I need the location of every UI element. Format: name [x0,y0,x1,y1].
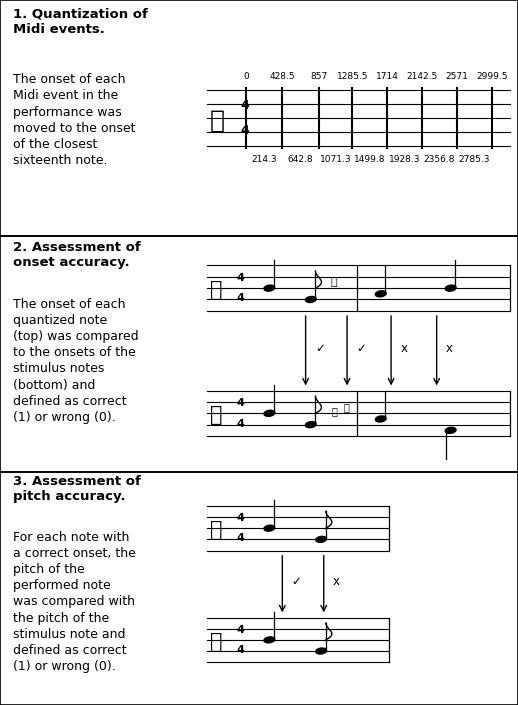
Ellipse shape [306,296,316,302]
Text: 𝄞: 𝄞 [210,109,225,133]
Text: 2142.5: 2142.5 [407,73,438,82]
Text: ✓: ✓ [292,575,301,588]
Text: ✓: ✓ [315,342,325,355]
Text: x: x [333,575,340,588]
Text: 1285.5: 1285.5 [337,73,368,82]
Text: 1. Quantization of
Midi events.: 1. Quantization of Midi events. [13,7,148,35]
Ellipse shape [445,427,456,434]
Text: ✓: ✓ [356,342,366,355]
Text: The onset of each
Midi event in the
performance was
moved to the onset
of the cl: The onset of each Midi event in the perf… [13,73,135,167]
Text: 1071.3: 1071.3 [320,154,351,164]
Text: 4: 4 [240,124,249,137]
Text: 2999.5: 2999.5 [477,73,508,82]
Text: 𝄾: 𝄾 [331,406,337,416]
Ellipse shape [306,422,316,428]
Text: 2571: 2571 [445,73,468,82]
Ellipse shape [264,525,275,531]
Text: The onset of each
quantized note
(top) was compared
to the onsets of the
stimulu: The onset of each quantized note (top) w… [13,298,139,424]
Text: 4: 4 [237,293,245,303]
Ellipse shape [316,648,326,654]
Text: 4: 4 [237,533,245,544]
Text: For each note with
a correct onset, the
pitch of the
performed note
was compared: For each note with a correct onset, the … [13,530,136,673]
Text: 𝄞: 𝄞 [210,521,222,540]
Text: 1499.8: 1499.8 [354,154,385,164]
Text: 1714: 1714 [376,73,399,82]
Ellipse shape [264,637,275,643]
Text: 3. Assessment of
pitch accuracy.: 3. Assessment of pitch accuracy. [13,474,141,503]
Ellipse shape [264,285,275,291]
Text: 𝄾: 𝄾 [343,403,349,412]
Text: 4: 4 [237,398,245,408]
Text: x: x [400,342,408,355]
Text: 4: 4 [237,645,245,655]
Text: 𝄾: 𝄾 [331,278,337,288]
Text: 2785.3: 2785.3 [459,154,490,164]
Text: 4: 4 [240,99,249,112]
Text: 642.8: 642.8 [287,154,313,164]
Text: 0: 0 [243,73,249,82]
Text: 2. Assessment of
onset accuracy.: 2. Assessment of onset accuracy. [13,241,141,269]
Text: 𝄞: 𝄞 [210,632,222,651]
Ellipse shape [316,537,326,542]
Text: 4: 4 [237,273,245,283]
Ellipse shape [264,410,275,417]
Text: 2356.8: 2356.8 [424,154,455,164]
Text: 214.3: 214.3 [251,154,277,164]
Text: 4: 4 [237,419,245,429]
Text: 428.5: 428.5 [269,73,295,82]
Ellipse shape [376,416,386,422]
Text: 𝄞: 𝄞 [210,406,222,425]
Ellipse shape [376,290,386,297]
Text: x: x [446,342,453,355]
Text: 𝄞: 𝄞 [210,281,222,300]
Text: 4: 4 [237,513,245,523]
Text: 1928.3: 1928.3 [389,154,421,164]
Text: 857: 857 [310,73,327,82]
Text: 4: 4 [237,625,245,634]
Ellipse shape [445,285,456,291]
